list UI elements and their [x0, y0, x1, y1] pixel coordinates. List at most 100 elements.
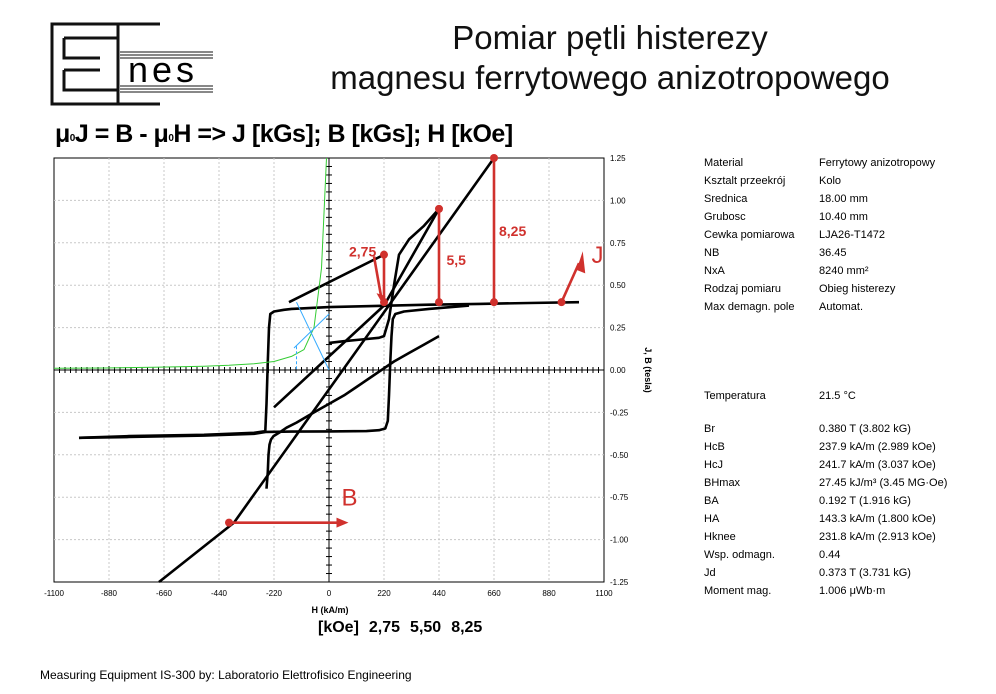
x-tick-label: -880 [101, 589, 118, 598]
x-tick-label: -660 [156, 589, 173, 598]
hysteresis-curve-1 [78, 304, 470, 440]
marker-dot [490, 298, 498, 307]
param-value: 143.3 kA/m (1.800 kOe) [819, 513, 936, 525]
logo-mark [50, 22, 160, 106]
param-value: 18.00 mm [819, 193, 868, 205]
formula: μ0J = B - μ0H => J [kGs]; B [kGs]; H [kO… [55, 120, 513, 149]
koe-value-2: 5,50 [410, 619, 442, 636]
param-value: 237.9 kA/m (2.989 kOe) [819, 441, 936, 453]
koe-value-1: 2,75 [368, 619, 401, 636]
param-label: NB [704, 247, 720, 259]
param-label: Material [704, 157, 744, 169]
param-value: 10.40 mm [819, 211, 868, 223]
param-value: 231.8 kA/m (2.913 kOe) [819, 531, 936, 543]
hysteresis-curve-3 [328, 208, 440, 345]
param-label: Max demagn. pole [704, 301, 795, 313]
y-tick-label: -1.25 [610, 578, 629, 587]
x-tick-label: 440 [432, 589, 446, 598]
x-tick-label: 220 [377, 589, 391, 598]
annotation-label: J [592, 242, 604, 269]
hysteresis-curve-8 [296, 301, 330, 371]
param-value: Obieg histerezy [819, 283, 896, 295]
param-label: NxA [704, 265, 725, 277]
arrow-b-head [336, 517, 349, 528]
x-tick-label: -1100 [44, 589, 64, 598]
param-value: 21.5 °C [819, 390, 856, 402]
param-value: LJA26-T1472 [819, 229, 886, 241]
x-axis-title: H (kA/m) [311, 605, 348, 615]
param-value: 1.006 μWb·m [819, 585, 886, 597]
param-label: Hknee [704, 531, 736, 543]
param-label: Rodzaj pomiaru [704, 283, 782, 295]
formula-mu-1: μ [55, 120, 70, 148]
y-tick-label: -1.00 [610, 536, 629, 545]
formula-part-2: H => J [kGs]; B [kGs]; H [kOe] [173, 120, 513, 148]
param-value: 36.45 [819, 247, 847, 259]
param-value: 8240 mm² [819, 265, 869, 277]
param-value: 0.380 T (3.802 kG) [819, 423, 911, 435]
koe-row: [kOe] 2,75 5,50 8,25 [318, 619, 492, 637]
formula-sub-2: 0 [168, 133, 174, 144]
y-tick-label: 0.25 [610, 324, 626, 333]
page-title: Pomiar pętli histerezy magnesu ferrytowe… [260, 18, 960, 98]
arrow-j-head [576, 251, 586, 274]
y-tick-label: 1.25 [610, 154, 626, 163]
param-value: 241.7 kA/m (3.037 kOe) [819, 459, 936, 471]
y-tick-label: -0.25 [610, 408, 629, 417]
title-line-2: magnesu ferrytowego anizotropowego [330, 59, 890, 96]
param-label: BA [704, 495, 719, 507]
arrow-j [560, 262, 581, 303]
annotation-label: 2,75 [349, 243, 376, 259]
company-logo: nes [50, 22, 213, 106]
y-tick-label: 1.00 [610, 196, 626, 205]
param-label: HcB [704, 441, 725, 453]
param-label: Jd [704, 567, 716, 579]
y-tick-label: 0.00 [610, 366, 626, 375]
hysteresis-curve-7 [53, 157, 327, 369]
hysteresis-curve-6 [288, 253, 385, 304]
x-tick-label: -220 [266, 589, 283, 598]
annotation-label: B [342, 485, 358, 512]
y-tick-label: -0.75 [610, 493, 629, 502]
param-label: Br [704, 423, 715, 435]
param-value: 0.373 T (3.731 kG) [819, 567, 911, 579]
logo-text: nes [128, 49, 198, 90]
marker-dot [380, 298, 388, 307]
param-label: Grubosc [704, 211, 746, 223]
title-line-1: Pomiar pętli histerezy [452, 19, 768, 56]
x-tick-label: 1100 [595, 589, 613, 598]
param-value: 0.44 [819, 549, 841, 561]
formula-part-1: J = B - [74, 120, 154, 148]
y-tick-label: 0.50 [610, 281, 626, 290]
koe-unit: [kOe] [318, 619, 359, 636]
param-value: Ferrytowy anizotropowy [819, 157, 936, 169]
formula-mu-2: μ [153, 120, 169, 148]
x-tick-label: -440 [211, 589, 228, 598]
param-label: Wsp. odmagn. [704, 549, 775, 561]
param-label: Srednica [704, 193, 748, 205]
param-label: BHmax [704, 477, 741, 489]
marker-dot [435, 298, 443, 307]
y-tick-label: -0.50 [610, 451, 629, 460]
annotation-label: 5,5 [447, 252, 467, 268]
param-label: Cewka pomiarowa [704, 229, 795, 241]
koe-value-3: 8,25 [451, 619, 483, 636]
arrow-2-75-head [376, 293, 386, 303]
x-tick-label: 0 [327, 589, 332, 598]
param-label: Ksztalt przeekrój [704, 175, 786, 187]
footer-text: Measuring Equipment IS-300 by: Laborator… [40, 668, 412, 682]
annotation-label: 8,25 [499, 223, 526, 239]
param-label: Moment mag. [704, 585, 772, 597]
marker-dot [225, 518, 233, 527]
param-label: Temperatura [704, 390, 766, 402]
y-tick-label: 0.75 [610, 239, 626, 248]
marker-dot [490, 154, 498, 162]
marker-dot [435, 204, 443, 213]
param-value: Kolo [819, 175, 842, 187]
formula-sub-1: 0 [69, 133, 76, 144]
marker-dot [557, 298, 566, 307]
x-tick-label: 880 [542, 589, 556, 598]
marker-dot [380, 250, 388, 259]
hysteresis-curve-9 [293, 313, 330, 349]
